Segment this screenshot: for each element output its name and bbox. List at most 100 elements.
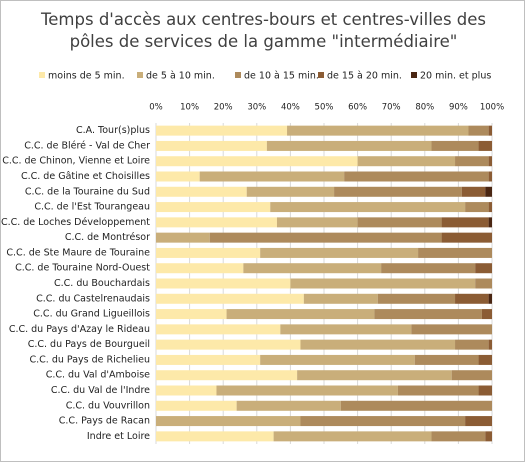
legend-swatch bbox=[39, 72, 45, 78]
bar-segment bbox=[303, 293, 378, 304]
legend-label: 20 min. et plus bbox=[420, 71, 491, 82]
bar-segment bbox=[156, 416, 301, 427]
bar-segment bbox=[156, 186, 247, 197]
legend-swatch bbox=[318, 72, 324, 78]
bar-segment bbox=[475, 263, 492, 274]
bar-segment bbox=[156, 324, 281, 335]
bar-segment bbox=[478, 140, 492, 151]
bar-segment bbox=[156, 339, 301, 350]
bar-segment bbox=[485, 431, 492, 442]
bar-segment bbox=[156, 400, 237, 411]
x-tick-label: 30% bbox=[247, 103, 266, 113]
y-tick-label: C.C. du Pays d'Azay le Rideau bbox=[9, 324, 150, 335]
bar-segment bbox=[488, 125, 492, 136]
bar-segment bbox=[488, 202, 492, 213]
bar-segment bbox=[455, 339, 489, 350]
y-tick-label: C.C. de la Touraine du Sud bbox=[25, 186, 150, 197]
bar-segment bbox=[156, 354, 261, 365]
bar-segment bbox=[156, 202, 271, 213]
x-tick-label: 100% bbox=[480, 103, 504, 113]
y-tick-label: C.C. de Touraine Nord-Ouest bbox=[15, 263, 150, 274]
y-tick-label: C.C. du Castelrenaudais bbox=[36, 293, 150, 304]
bar-segment bbox=[276, 217, 358, 228]
y-tick-label: C.C. du Pays de Richelieu bbox=[30, 354, 150, 365]
bar-segment bbox=[246, 186, 335, 197]
x-tick-label: 70% bbox=[382, 103, 401, 113]
legend-swatch bbox=[137, 72, 143, 78]
y-tick-label: C.C. du Val d'Amboise bbox=[46, 370, 150, 381]
y-tick-label: C.C. de Ste Maure de Touraine bbox=[6, 247, 150, 258]
y-tick-label: C.C. de Gâtine et Choisilles bbox=[21, 171, 150, 182]
bar-segment bbox=[260, 247, 419, 258]
bar-segment bbox=[455, 156, 489, 167]
y-tick-label: C.C. du Grand Ligueillois bbox=[33, 309, 150, 320]
y-tick-label: C.C. de Chinon, Vienne et Loire bbox=[2, 156, 150, 167]
bar-segment bbox=[478, 385, 492, 396]
legend-label: de 5 à 10 min. bbox=[146, 71, 215, 82]
bar-segment bbox=[431, 140, 479, 151]
x-tick-label: 50% bbox=[315, 103, 334, 113]
legend-label: de 10 à 15 min. bbox=[244, 71, 319, 82]
bar-segment bbox=[411, 324, 492, 335]
bar-segment bbox=[236, 400, 341, 411]
bar-segment bbox=[156, 278, 291, 289]
bar-segment bbox=[418, 247, 492, 258]
bar-segment bbox=[374, 309, 482, 320]
bar-segment bbox=[209, 232, 442, 243]
bar-segment bbox=[156, 140, 267, 151]
bar-segment bbox=[488, 293, 492, 304]
bar-segment bbox=[441, 232, 492, 243]
y-tick-label: C.C. du Vouvrillon bbox=[66, 400, 150, 411]
bar-segment bbox=[485, 186, 492, 197]
bar-segment bbox=[216, 385, 398, 396]
x-tick-label: 10% bbox=[180, 103, 199, 113]
y-tick-label: C.C. du Pays de Bourgueil bbox=[28, 339, 150, 350]
bar-segment bbox=[156, 217, 277, 228]
legend-swatch bbox=[411, 72, 417, 78]
bar-segment bbox=[381, 263, 476, 274]
bar-segment bbox=[156, 263, 244, 274]
y-tick-label: C.C. de Montrésor bbox=[65, 232, 150, 243]
chart-title: Temps d'accès aux centres-bours et centr… bbox=[41, 10, 487, 51]
bar-segment bbox=[478, 354, 492, 365]
x-tick-label: 40% bbox=[281, 103, 300, 113]
bar-segment bbox=[226, 309, 375, 320]
y-tick-label: Indre et Loire bbox=[87, 431, 150, 442]
x-tick-label: 80% bbox=[415, 103, 434, 113]
bar-segment bbox=[455, 293, 489, 304]
bar-segment bbox=[488, 217, 492, 228]
bar-segment bbox=[488, 339, 492, 350]
bar-segment bbox=[397, 385, 479, 396]
legend-swatch bbox=[235, 72, 241, 78]
bar-segment bbox=[266, 140, 432, 151]
y-tick-label: C.C. de Bléré - Val de Cher bbox=[24, 140, 150, 151]
y-tick-label: C.C. du Val de l'Indre bbox=[51, 385, 150, 396]
x-tick-label: 20% bbox=[214, 103, 233, 113]
bar-segment bbox=[357, 217, 442, 228]
bar-segment bbox=[290, 278, 476, 289]
bar-segment bbox=[461, 186, 486, 197]
bar-segment bbox=[273, 431, 432, 442]
y-tick-label: C.C. de l'Est Tourangeau bbox=[34, 202, 150, 213]
y-tick-label: C.A. Tour(s)plus bbox=[76, 125, 150, 136]
bar-segment bbox=[156, 370, 298, 381]
bar-segment bbox=[199, 171, 345, 182]
bar-segment bbox=[156, 125, 288, 136]
bar-segment bbox=[488, 171, 492, 182]
y-tick-label: C.C. du Bouchardais bbox=[54, 278, 150, 289]
bar-segment bbox=[481, 309, 492, 320]
bar-segment bbox=[441, 217, 489, 228]
bar-segment bbox=[414, 354, 479, 365]
bar-segment bbox=[260, 354, 415, 365]
bar-segment bbox=[300, 339, 456, 350]
bar-segment bbox=[156, 171, 200, 182]
x-tick-label: 0% bbox=[149, 103, 163, 113]
bar-segment bbox=[156, 156, 358, 167]
bar-segment bbox=[344, 171, 489, 182]
bar-segment bbox=[280, 324, 412, 335]
bar-segment bbox=[340, 400, 492, 411]
bar-segment bbox=[270, 202, 466, 213]
bar-segment bbox=[297, 370, 452, 381]
